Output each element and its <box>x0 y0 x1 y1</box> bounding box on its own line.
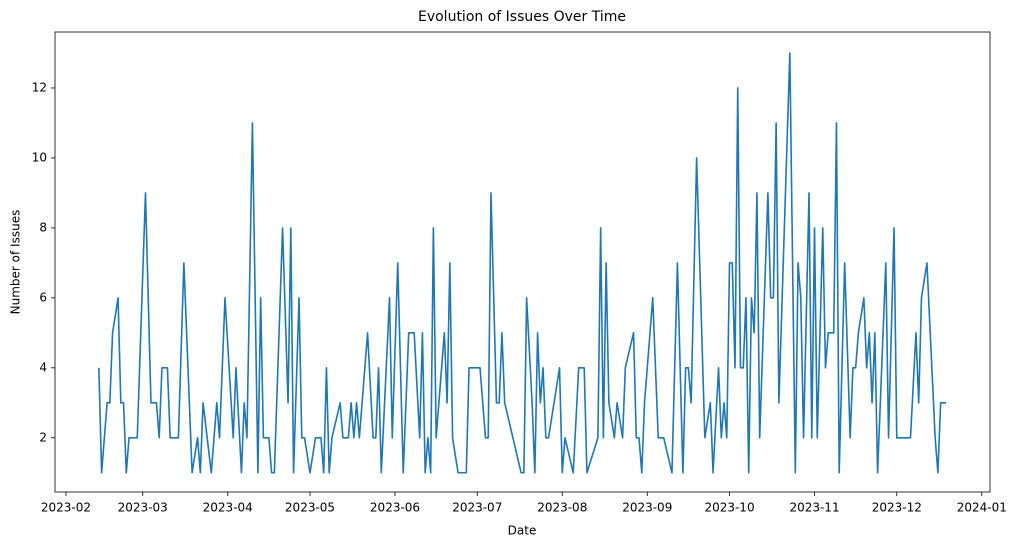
y-axis-label: Number of Issues <box>9 210 23 315</box>
y-tick-label: 6 <box>39 290 47 304</box>
chart-title: Evolution of Issues Over Time <box>418 9 626 25</box>
x-axis-label: Date <box>508 524 537 538</box>
y-tick-label: 4 <box>39 360 47 374</box>
x-tick-label: 2023-09 <box>622 501 672 515</box>
y-tick-label: 12 <box>32 80 47 94</box>
plot-frame <box>54 31 991 493</box>
x-tick-label: 2023-05 <box>285 501 335 515</box>
y-tick-label: 2 <box>39 430 47 444</box>
x-tick-label: 2023-06 <box>370 501 420 515</box>
x-tick-label: 2024-01 <box>957 501 1007 515</box>
x-tick-label: 2023-08 <box>537 501 587 515</box>
x-tick-label: 2023-12 <box>872 501 922 515</box>
x-tick-label: 2023-07 <box>452 501 502 515</box>
x-tick-label: 2023-02 <box>41 501 91 515</box>
data-line <box>98 52 947 474</box>
x-tick-label: 2023-11 <box>789 501 839 515</box>
x-tick-label: 2023-03 <box>118 501 168 515</box>
x-tick-label: 2023-10 <box>704 501 754 515</box>
x-tick-label: 2023-04 <box>203 501 253 515</box>
y-tick-label: 8 <box>39 220 47 234</box>
y-tick-label: 10 <box>32 150 47 164</box>
